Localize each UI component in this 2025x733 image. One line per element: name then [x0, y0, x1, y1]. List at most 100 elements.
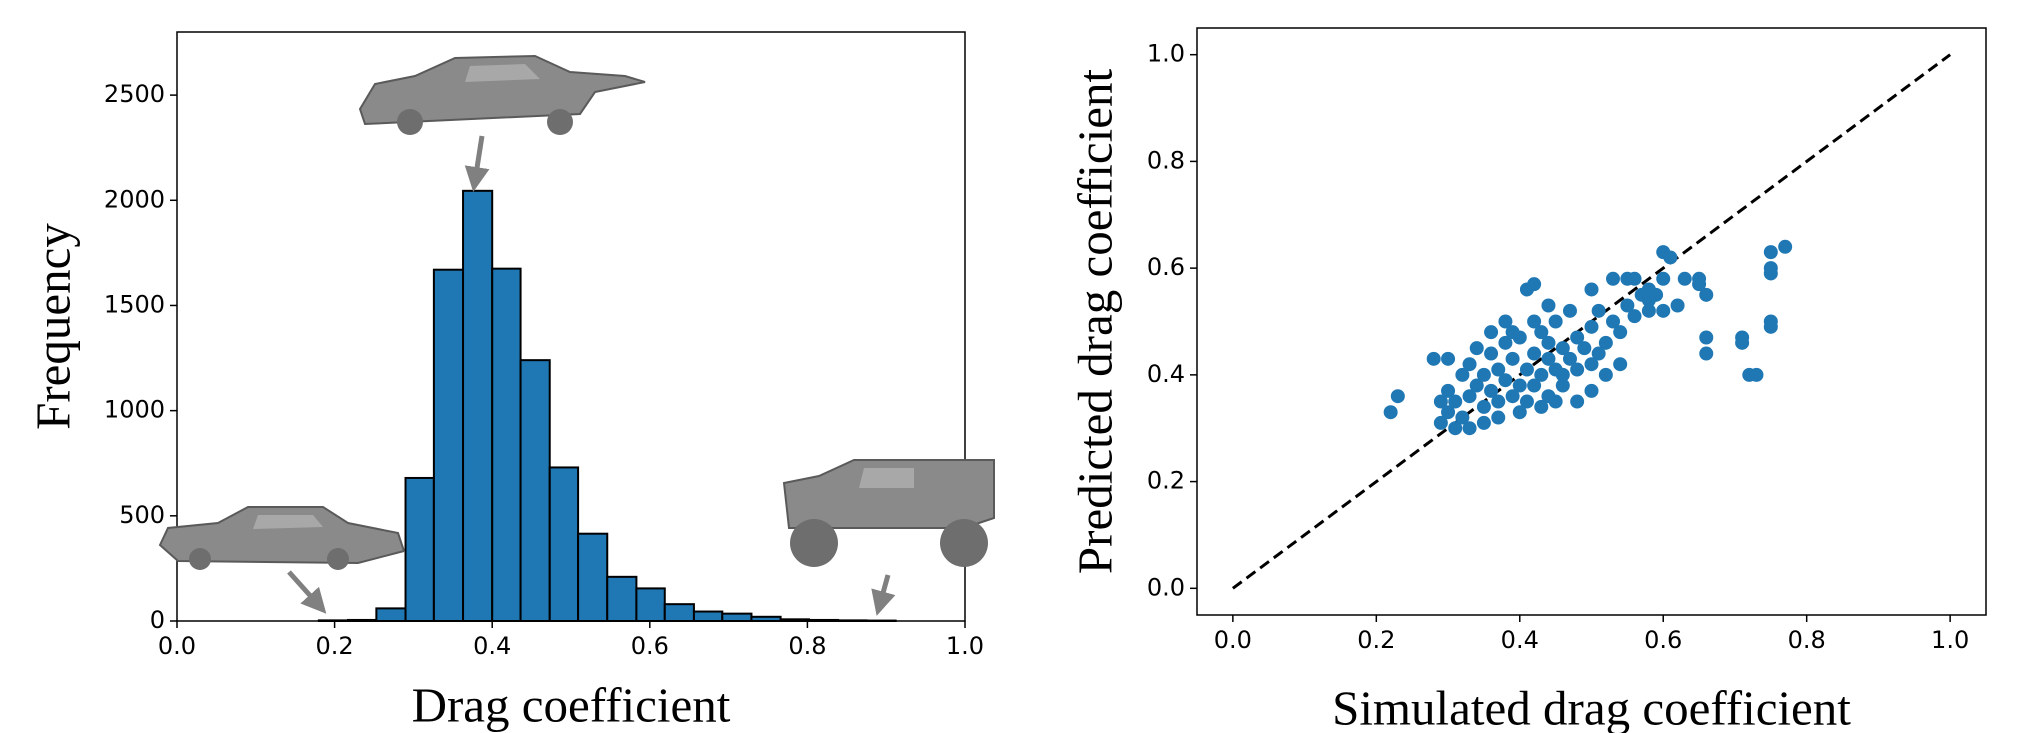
point	[1699, 287, 1714, 302]
point	[1555, 378, 1570, 393]
bar	[375, 607, 407, 623]
point	[1541, 335, 1556, 350]
point	[1448, 421, 1463, 436]
bar	[721, 612, 753, 623]
y-tick-label: 0.2	[1147, 467, 1185, 495]
point	[1570, 330, 1585, 345]
point	[1577, 341, 1592, 356]
point	[1527, 277, 1542, 292]
point	[1448, 394, 1463, 409]
point	[1441, 383, 1456, 398]
point	[1591, 303, 1606, 318]
point	[1584, 357, 1599, 372]
x-axis-label: Simulated drag coefficient	[1332, 680, 1851, 733]
point	[1476, 415, 1491, 430]
point	[1527, 346, 1542, 361]
point	[1541, 298, 1556, 313]
point	[1548, 394, 1563, 409]
car-illustration	[358, 54, 646, 135]
point	[1699, 330, 1714, 345]
bar	[548, 466, 580, 623]
point	[1433, 394, 1448, 409]
point	[1627, 271, 1642, 286]
bar	[635, 587, 666, 623]
point	[1426, 351, 1441, 366]
bar	[663, 603, 695, 623]
point	[1491, 362, 1506, 377]
point	[1519, 362, 1534, 377]
axes-frame	[1196, 27, 1987, 616]
point	[1641, 303, 1656, 318]
point	[1534, 399, 1549, 414]
point	[1699, 346, 1714, 361]
x-tick-label: 0.4	[473, 632, 511, 660]
y-axis-label: Predicted drag coefficient	[1067, 69, 1122, 575]
point	[1591, 346, 1606, 361]
x-tick-label: 0.6	[1644, 626, 1682, 654]
bar	[462, 189, 494, 622]
point	[1692, 271, 1707, 286]
point	[1484, 325, 1499, 340]
bar	[692, 610, 724, 623]
point	[1505, 351, 1520, 366]
point	[1656, 303, 1671, 318]
point	[1534, 325, 1549, 340]
y-tick-label: 1000	[104, 396, 165, 424]
y-tick-label: 0	[150, 606, 165, 634]
point	[1512, 378, 1527, 393]
point	[1512, 405, 1527, 420]
point	[1555, 367, 1570, 382]
point	[1484, 383, 1499, 398]
point	[1498, 314, 1513, 329]
y-tick-label: 0.6	[1147, 253, 1185, 281]
point	[1498, 335, 1513, 350]
x-tick-label: 0.4	[1501, 626, 1539, 654]
x-tick-label: 0.2	[316, 632, 354, 660]
point	[1433, 415, 1448, 430]
x-axis-label: Drag coefficient	[412, 677, 731, 732]
point	[1670, 298, 1685, 313]
point	[1641, 282, 1656, 297]
car-illustration	[158, 506, 406, 570]
point	[1778, 239, 1793, 254]
point	[1469, 378, 1484, 393]
arrow	[464, 135, 490, 192]
y-tick-label: 0.0	[1147, 573, 1185, 601]
point	[1677, 271, 1692, 286]
x-tick-label: 0.8	[788, 632, 826, 660]
x-tick-label: 1.0	[1931, 626, 1969, 654]
point	[1562, 303, 1577, 318]
bar	[577, 532, 609, 622]
point	[1383, 405, 1398, 420]
bar	[606, 575, 638, 623]
point	[1469, 341, 1484, 356]
x-tick-label: 0.0	[1214, 626, 1252, 654]
y-tick-label: 2500	[104, 80, 165, 108]
y-tick-label: 500	[119, 501, 165, 529]
point	[1462, 389, 1477, 404]
point	[1606, 271, 1621, 286]
point	[1462, 421, 1477, 436]
point	[1584, 383, 1599, 398]
point	[1441, 351, 1456, 366]
point	[1484, 346, 1499, 361]
y-tick-label: 1500	[104, 290, 165, 318]
point	[1476, 399, 1491, 414]
scatter-panel: 0.0 0.2 0.4 0.6 0.8 1.0 0.0 0.2 0.4 0.6 0.8 1.0 Simu…	[1067, 27, 1987, 733]
point	[1584, 319, 1599, 334]
arrow	[287, 570, 327, 614]
point	[1735, 335, 1750, 350]
point	[1462, 357, 1477, 372]
point	[1441, 405, 1456, 420]
point	[1763, 245, 1778, 260]
y-tick-label: 2000	[104, 185, 165, 213]
point	[1763, 319, 1778, 334]
point	[1598, 367, 1613, 382]
point	[1527, 378, 1542, 393]
truck-illustration	[782, 459, 995, 567]
point	[1584, 282, 1599, 297]
point	[1505, 389, 1520, 404]
point	[1598, 335, 1613, 350]
x-tick-label: 1.0	[946, 632, 984, 660]
